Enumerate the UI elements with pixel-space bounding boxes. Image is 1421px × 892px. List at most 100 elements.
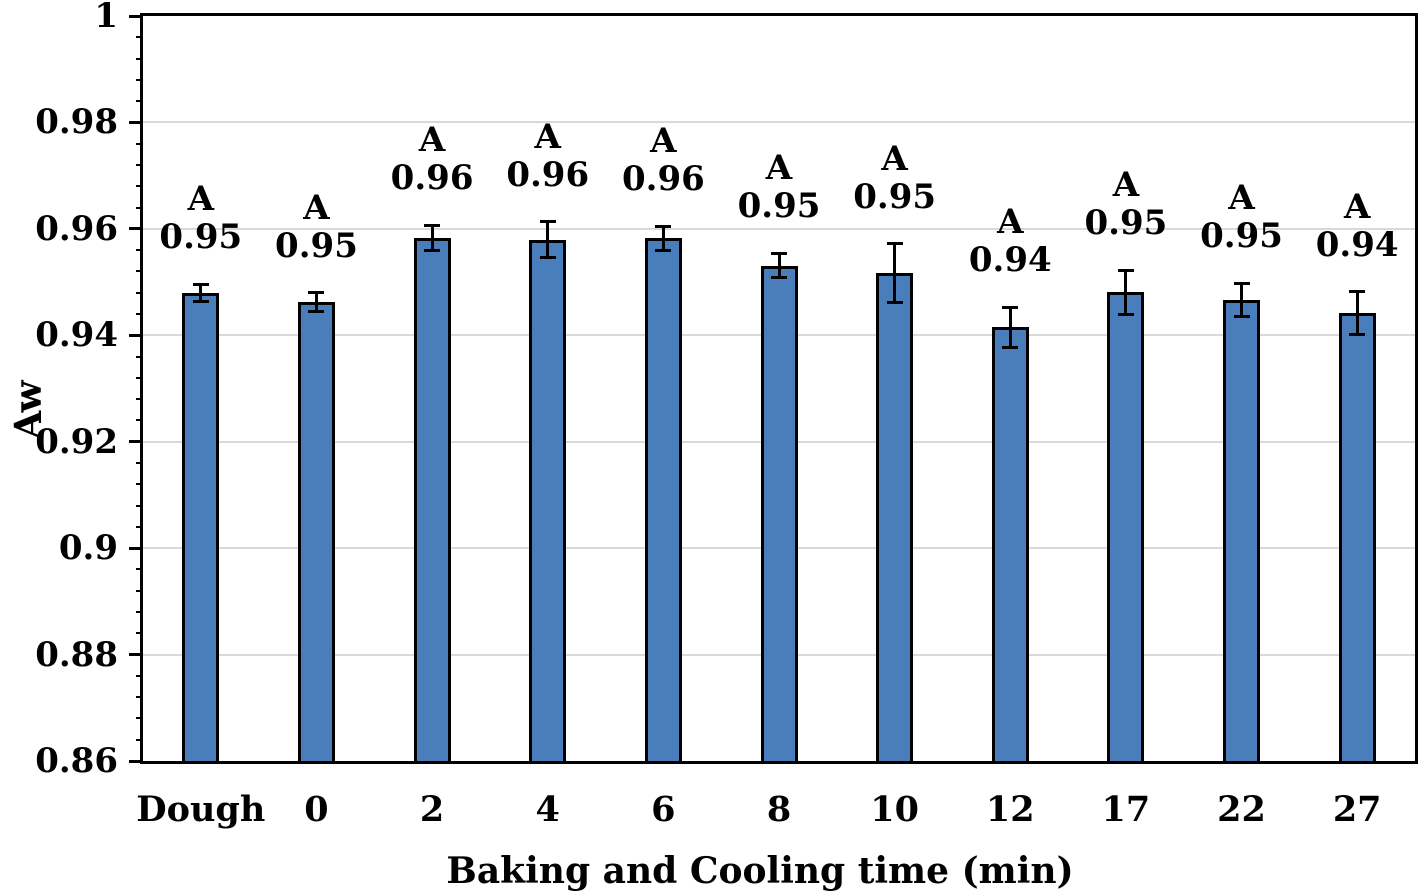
error-bar-cap-bottom	[1233, 314, 1250, 318]
x-tick-label: 8	[766, 789, 792, 830]
y-tick-label: 0.88	[35, 634, 118, 675]
bar-8	[760, 265, 798, 761]
bar-stat-letter: A	[881, 138, 908, 179]
bar-value-label: 0.95	[1084, 203, 1168, 244]
bar-value-label: 0.94	[968, 240, 1052, 281]
bar-data-label: A 0.96	[483, 118, 613, 194]
bar-stat-letter: A	[1228, 178, 1255, 219]
y-axis-minor-tick	[136, 270, 143, 273]
error-bar-cap-bottom	[1349, 332, 1366, 336]
y-axis-minor-tick	[136, 291, 143, 294]
x-tick-label: 17	[1101, 789, 1151, 830]
bar-stat-letter: A	[1343, 186, 1371, 227]
y-axis-minor-tick	[136, 717, 143, 720]
error-bar-cap-top	[539, 220, 556, 224]
error-bar-line	[893, 243, 897, 303]
bar-data-label: A 0.96	[598, 122, 728, 198]
bar-stat-letter: A	[1112, 165, 1140, 206]
error-bar-cap-bottom	[1117, 312, 1134, 316]
bar-stat-letter: A	[650, 121, 677, 162]
x-axis-title: Baking and Cooling time (min)	[446, 850, 1074, 892]
bar-data-label: A 0.95	[1061, 166, 1191, 242]
bar-data-label: A 0.94	[1292, 188, 1421, 264]
error-bar-cap-top	[1117, 268, 1134, 272]
y-axis-minor-tick	[136, 164, 143, 166]
y-axis-minor-tick	[136, 632, 143, 635]
error-bar-cap-top	[655, 224, 672, 228]
y-axis-minor-tick	[136, 738, 143, 741]
y-axis-major-tick	[129, 546, 143, 550]
y-axis-minor-tick	[136, 483, 143, 486]
bar-stat-letter: A	[418, 120, 446, 161]
error-bar-cap-top	[886, 242, 903, 246]
error-bar-cap-top	[1002, 305, 1019, 309]
bar-value-label: 0.95	[737, 186, 821, 227]
error-bar-line	[1124, 270, 1128, 314]
error-bar-cap-bottom	[771, 276, 787, 280]
x-tick-label: 0	[304, 789, 329, 830]
y-axis-major-tick	[129, 759, 143, 763]
y-axis-minor-tick	[136, 589, 143, 592]
error-bar-cap-bottom	[308, 310, 325, 314]
bar-value-label: 0.95	[275, 225, 358, 266]
error-bar-cap-top	[771, 251, 787, 255]
y-axis-minor-tick	[136, 355, 143, 358]
y-tick-label: 1	[94, 0, 118, 36]
bar-12	[991, 327, 1029, 761]
error-bar-cap-bottom	[886, 300, 903, 304]
error-bar-line	[199, 284, 203, 302]
y-axis-minor-tick	[136, 376, 143, 379]
x-tick-label: 22	[1217, 789, 1266, 830]
y-axis-minor-tick	[136, 674, 143, 677]
y-axis-major-tick	[129, 227, 143, 231]
error-bar-line	[546, 221, 550, 258]
bar-stat-letter: A	[765, 148, 793, 189]
bar-value-label: 0.96	[621, 159, 705, 200]
y-axis-minor-tick	[136, 568, 143, 571]
y-tick-label: 0.94	[35, 315, 118, 356]
y-axis-minor-tick	[136, 419, 143, 422]
error-bar-cap-top	[1233, 281, 1250, 285]
y-axis-minor-tick	[136, 696, 143, 699]
y-axis-minor-tick	[136, 504, 143, 507]
y-axis-major-tick	[129, 120, 143, 124]
bar-0	[297, 302, 335, 761]
bar-6	[644, 238, 682, 761]
x-tick-label: 2	[419, 789, 445, 830]
bar-value-label: 0.95	[1200, 216, 1283, 257]
y-axis-minor-tick	[136, 249, 143, 252]
bar-27	[1338, 312, 1376, 761]
y-axis-major-tick	[129, 653, 143, 657]
y-tick-label: 0.86	[35, 741, 118, 781]
error-bar-line	[314, 292, 318, 312]
y-axis-minor-tick	[136, 185, 143, 188]
x-tick-label: 10	[870, 789, 919, 830]
error-bar-cap-bottom	[192, 299, 209, 303]
y-axis-minor-tick	[136, 462, 143, 464]
y-tick-label: 0.96	[35, 208, 118, 249]
y-axis-minor-tick	[136, 142, 143, 145]
y-axis-major-tick	[129, 14, 143, 18]
error-bar-line	[777, 253, 781, 278]
bar-stat-letter: A	[303, 187, 330, 228]
x-tick-label: 6	[651, 789, 676, 830]
bar-dough	[182, 292, 220, 761]
gridline	[143, 227, 1415, 230]
y-axis-major-tick	[129, 440, 143, 444]
y-axis-minor-tick	[136, 313, 143, 315]
error-bar-line	[1008, 307, 1012, 348]
error-bar-cap-bottom	[539, 255, 556, 259]
error-bar-cap-bottom	[424, 249, 441, 253]
y-tick-label: 0.98	[35, 102, 118, 143]
error-bar-cap-top	[1349, 290, 1366, 294]
y-axis-minor-tick	[136, 100, 143, 103]
y-tick-label: 0.9	[58, 528, 118, 569]
error-bar-cap-top	[424, 223, 441, 227]
bar-2	[413, 237, 451, 761]
y-axis-minor-tick	[136, 398, 143, 401]
error-bar-line	[1355, 291, 1359, 335]
error-bar-cap-bottom	[655, 249, 672, 253]
error-bar-line	[661, 226, 665, 251]
error-bar-cap-top	[192, 282, 209, 286]
bar-10	[876, 273, 914, 761]
